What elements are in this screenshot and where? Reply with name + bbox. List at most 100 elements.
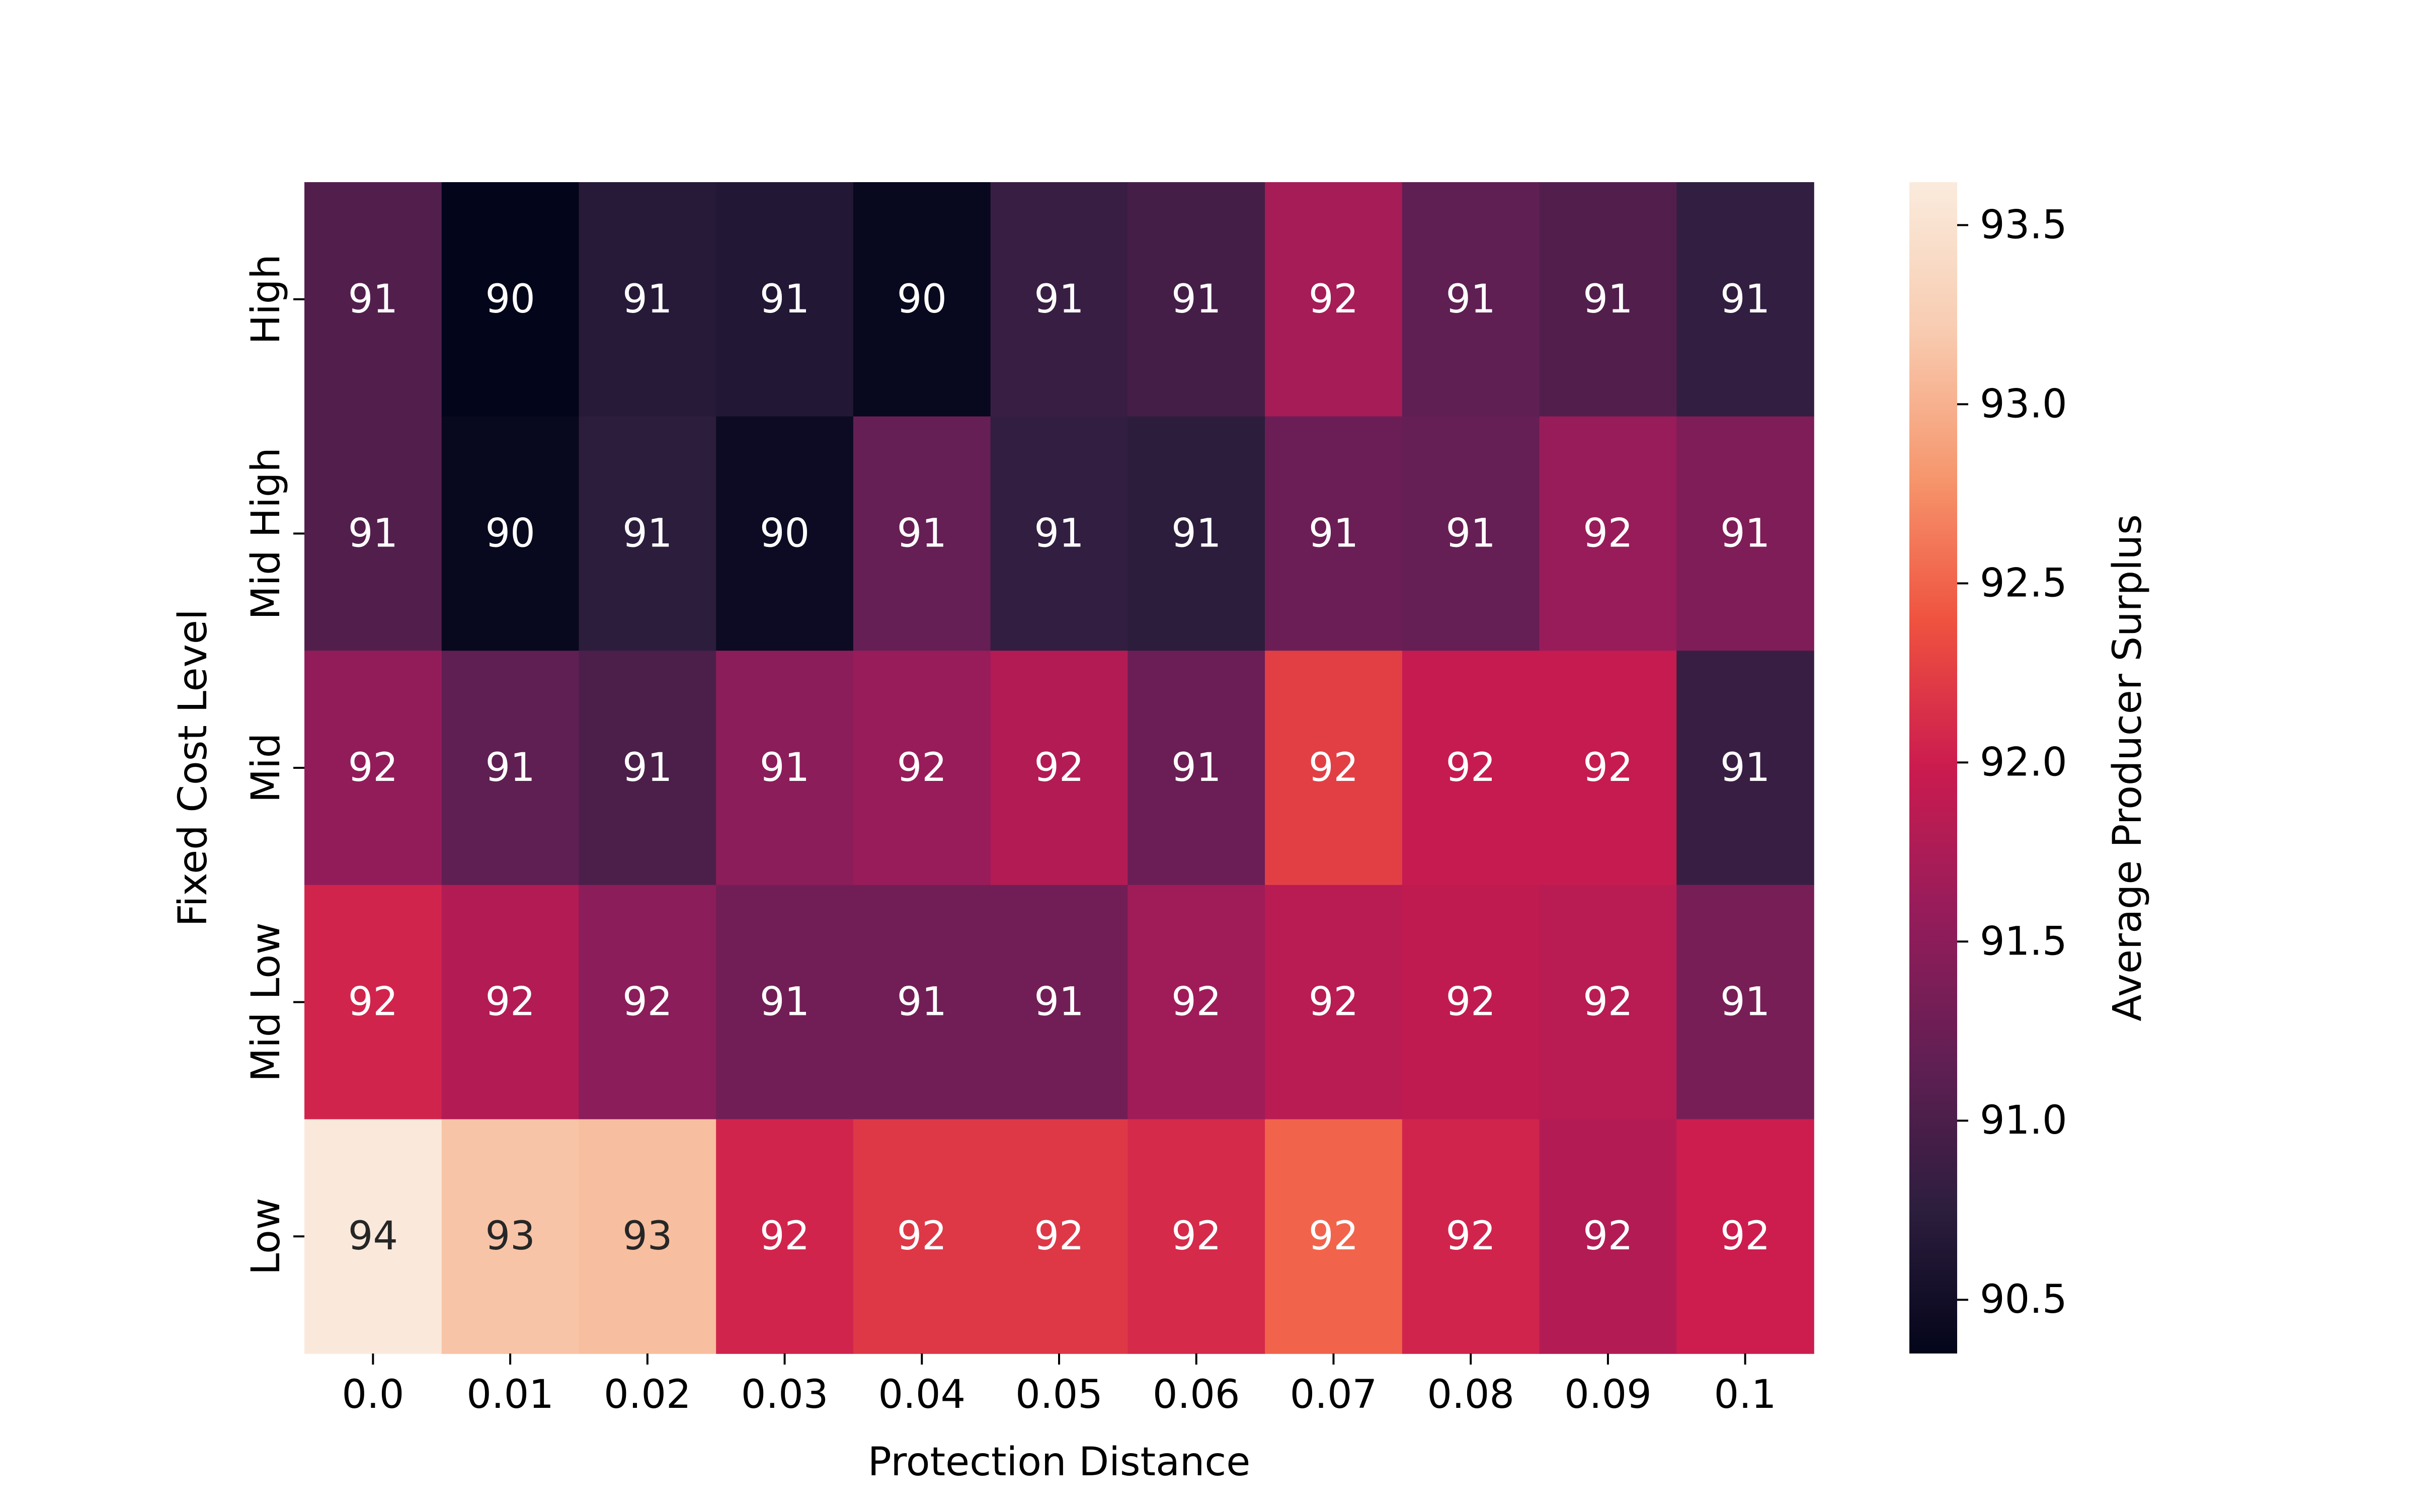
colorbar-tick-label-0: 90.5 — [1980, 1277, 2067, 1322]
heatmap-cell-r2-c1 — [441, 651, 580, 886]
cell-annotation-r3-c2: 92 — [622, 980, 672, 1025]
heatmap-cell-r4-c9 — [1539, 1119, 1677, 1354]
heatmap-cell-r1-c10 — [1676, 416, 1814, 651]
cell-annotation-r0-c8: 91 — [1446, 277, 1496, 322]
heatmap-cell-r3-c6 — [1128, 885, 1265, 1120]
colorbar-tick-label-2: 91.5 — [1980, 919, 2067, 964]
cell-annotation-r3-c5: 91 — [1034, 980, 1084, 1025]
cell-annotation-r1-c9: 92 — [1583, 511, 1633, 556]
cell-annotation-r1-c0: 91 — [348, 511, 398, 556]
heatmap-cell-r2-c9 — [1539, 651, 1677, 886]
heatmap-cell-r2-c6 — [1128, 651, 1265, 886]
heatmap-cell-r3-c0 — [304, 885, 442, 1120]
heatmap-cell-r1-c8 — [1402, 416, 1540, 651]
x-tick-label-4: 0.04 — [878, 1372, 965, 1417]
heatmap-cell-r3-c3 — [716, 885, 854, 1120]
cell-annotation-r2-c3: 91 — [760, 745, 810, 790]
y-axis-ticks: High Mid High Mid Mid Low Low — [244, 254, 304, 1275]
x-tick-label-2: 0.02 — [604, 1372, 691, 1417]
cell-annotation-r2-c4: 92 — [897, 745, 947, 790]
heatmap-cell-r4-c8 — [1402, 1119, 1540, 1354]
heatmap-cell-r1-c3 — [716, 416, 854, 651]
x-tick-label-0: 0.0 — [342, 1372, 404, 1417]
x-tick-label-8: 0.08 — [1427, 1372, 1514, 1417]
heatmap-cell-r4-c10 — [1676, 1119, 1814, 1354]
heatmap-cell-r3-c2 — [579, 885, 716, 1120]
cell-annotation-r3-c9: 92 — [1583, 980, 1633, 1025]
cell-annotation-r2-c1: 91 — [485, 745, 535, 790]
cell-annotation-r2-c10: 91 — [1720, 745, 1770, 790]
cell-annotation-r4-c6: 92 — [1171, 1214, 1221, 1259]
colorbar-tick-label-3: 92.0 — [1980, 740, 2067, 785]
cell-annotation-r3-c6: 92 — [1171, 980, 1221, 1025]
cell-annotation-r3-c4: 91 — [897, 980, 947, 1025]
heatmap-cell-r3-c9 — [1539, 885, 1677, 1120]
heatmap-cell-r4-c3 — [716, 1119, 854, 1354]
cell-annotation-r2-c6: 91 — [1171, 745, 1221, 790]
y-tick-label-2: Mid — [244, 733, 289, 803]
cell-annotation-r2-c9: 92 — [1583, 745, 1633, 790]
cell-annotation-r2-c8: 92 — [1446, 745, 1496, 790]
heatmap-cell-r4-c1 — [441, 1119, 580, 1354]
heatmap-cell-r4-c5 — [990, 1119, 1129, 1354]
cell-annotation-r3-c7: 92 — [1309, 980, 1358, 1025]
cell-annotation-r2-c0: 92 — [348, 745, 398, 790]
heatmap-cell-r0-c5 — [990, 182, 1129, 417]
cell-annotation-r4-c8: 92 — [1446, 1214, 1496, 1259]
cell-annotation-r4-c10: 92 — [1720, 1214, 1770, 1259]
y-tick-label-3: Mid Low — [244, 922, 289, 1082]
colorbar-tick-label-5: 93.0 — [1980, 381, 2067, 427]
heatmap-cell-r4-c7 — [1265, 1119, 1403, 1354]
heatmap-cell-r0-c0 — [304, 182, 442, 417]
heatmap-cell-r1-c5 — [990, 416, 1129, 651]
cell-annotation-r4-c7: 92 — [1309, 1214, 1358, 1259]
heatmap-cell-r2-c4 — [853, 651, 991, 886]
heatmap-cell-r1-c9 — [1539, 416, 1677, 651]
cell-annotation-r1-c2: 91 — [622, 511, 672, 556]
colorbar-tick-label-6: 93.5 — [1980, 202, 2067, 248]
y-tick-label-1: Mid High — [244, 447, 289, 620]
x-tick-label-7: 0.07 — [1290, 1372, 1378, 1417]
cell-annotation-r0-c6: 91 — [1171, 277, 1221, 322]
cell-annotation-r2-c2: 91 — [622, 745, 672, 790]
heatmap-cell-r4-c2 — [579, 1119, 716, 1354]
x-axis-label: Protection Distance — [868, 1440, 1250, 1485]
x-tick-label-3: 0.03 — [741, 1372, 829, 1417]
cell-annotation-r4-c2: 93 — [622, 1214, 672, 1259]
cell-annotation-r1-c6: 91 — [1171, 511, 1221, 556]
cell-annotation-r0-c1: 90 — [485, 277, 535, 322]
heatmap-cell-r0-c3 — [716, 182, 854, 417]
heatmap-cell-r2-c10 — [1676, 651, 1814, 886]
heatmap-cell-r0-c4 — [853, 182, 991, 417]
y-tick-label-4: Low — [244, 1198, 289, 1275]
cell-annotation-r0-c9: 91 — [1583, 277, 1633, 322]
heatmap-cell-r0-c7 — [1265, 182, 1403, 417]
cell-annotation-r0-c3: 91 — [760, 277, 810, 322]
cell-annotation-r0-c5: 91 — [1034, 277, 1084, 322]
x-axis-ticks: 0.0 0.01 0.02 0.03 0.04 0.05 0.06 0.07 0.08 0.09 0… — [342, 1354, 1777, 1417]
heatmap-cell-r0-c10 — [1676, 182, 1814, 417]
heatmap-cell-r3-c1 — [441, 885, 580, 1120]
cell-annotation-r4-c1: 93 — [485, 1214, 535, 1259]
cell-annotation-r3-c8: 92 — [1446, 980, 1496, 1025]
heatmap-cell-r0-c2 — [579, 182, 716, 417]
colorbar — [1909, 182, 1957, 1354]
heatmap-cell-r3-c4 — [853, 885, 991, 1120]
heatmap-cell-r1-c4 — [853, 416, 991, 651]
cell-annotation-r4-c5: 92 — [1034, 1214, 1084, 1259]
cell-annotation-r0-c0: 91 — [348, 277, 398, 322]
cell-annotation-r3-c0: 92 — [348, 980, 398, 1025]
cell-annotation-r0-c10: 91 — [1720, 277, 1770, 322]
cell-annotation-r2-c5: 92 — [1034, 745, 1084, 790]
colorbar-tick-label-1: 91.0 — [1980, 1098, 2067, 1143]
heatmap-cell-r2-c2 — [579, 651, 716, 886]
cell-annotation-r1-c1: 90 — [485, 511, 535, 556]
y-axis-label: Fixed Cost Level — [171, 609, 216, 926]
heatmap-cell-r2-c0 — [304, 651, 442, 886]
cell-annotation-r4-c4: 92 — [897, 1214, 947, 1259]
x-tick-label-5: 0.05 — [1015, 1372, 1103, 1417]
colorbar-ticks: 90.5 91.0 91.5 92.0 92.5 93.0 93.5 — [1957, 202, 2067, 1322]
heatmap-cell-r0-c6 — [1128, 182, 1265, 417]
